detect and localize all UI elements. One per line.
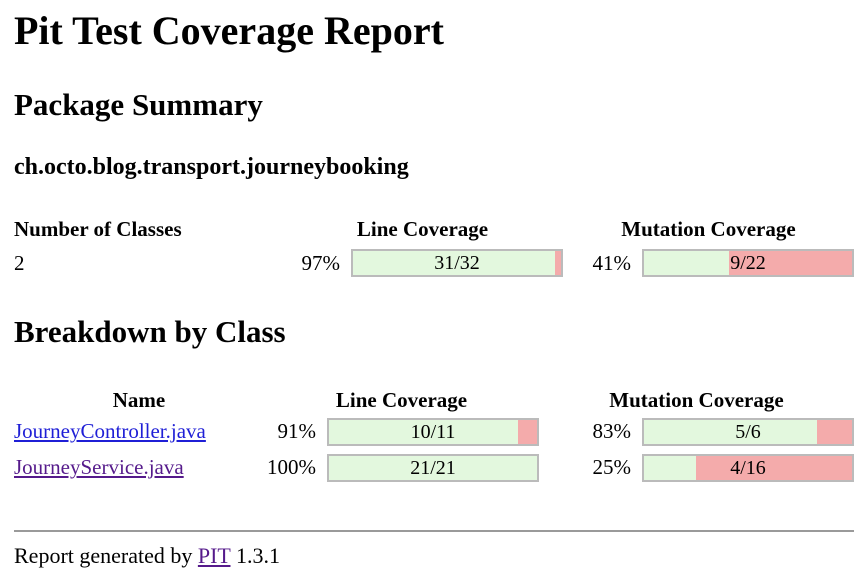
footer-version: 1.3.1	[230, 542, 280, 568]
mutation-coverage-percent: 83%	[592, 419, 632, 444]
line-coverage-bar-fill	[329, 419, 519, 444]
line-coverage-bar-label: 10/11	[410, 420, 456, 443]
line-coverage-bar-fill	[353, 251, 555, 276]
line-coverage-percent: 97%	[301, 250, 341, 275]
summary-mutation-coverage-cell: 41% 9/22	[563, 245, 854, 281]
mutation-coverage-bar-label: 9/22	[730, 252, 766, 275]
line-coverage-bar: 31/32	[351, 249, 563, 278]
mutation-coverage-cell: 83% 5/6	[539, 414, 854, 450]
line-coverage-bar-label: 31/32	[434, 252, 480, 275]
class-name-cell: JourneyController.java	[14, 414, 264, 450]
mutation-coverage-cell: 25% 4/16	[539, 450, 854, 486]
mutation-coverage-bar-fill	[644, 419, 818, 444]
class-name-cell: JourneyService.java	[14, 450, 264, 486]
breakdown-heading: Breakdown by Class	[14, 314, 286, 350]
mutation-coverage-percent: 25%	[592, 455, 632, 480]
mutation-coverage-bar-label: 5/6	[735, 420, 761, 443]
mutation-coverage-bar-label: 4/16	[730, 456, 766, 479]
summary-data-row: 2 97% 31/32 41% 9/22	[14, 245, 854, 281]
mutation-coverage-bar: 5/6	[642, 417, 854, 446]
footer-divider	[14, 529, 854, 532]
summary-header-row: Number of Classes Line Coverage Mutation…	[14, 217, 854, 245]
footer-text: Report generated by PIT 1.3.1	[14, 543, 854, 569]
table-row: JourneyController.java 91% 10/11 83% 5/6	[14, 414, 854, 450]
mutation-coverage-bar: 9/22	[642, 249, 854, 278]
breakdown-table: Name Line Coverage Mutation Coverage Jou…	[14, 388, 854, 486]
pit-link[interactable]: PIT	[197, 542, 231, 568]
header-line-coverage: Line Coverage	[356, 217, 489, 242]
line-coverage-cell: 91% 10/11	[264, 414, 539, 450]
mutation-coverage-bar-fill	[644, 251, 730, 276]
number-of-classes-value: 2	[14, 250, 25, 275]
page-title: Pit Test Coverage Report	[14, 8, 444, 53]
header-line-coverage: Line Coverage	[335, 387, 468, 412]
class-link-journeycontroller[interactable]: JourneyController.java	[14, 419, 206, 444]
line-coverage-percent: 91%	[277, 419, 317, 444]
line-coverage-bar-label: 21/21	[410, 456, 456, 479]
package-summary-table: Number of Classes Line Coverage Mutation…	[14, 217, 854, 281]
header-mutation-coverage: Mutation Coverage	[609, 387, 784, 412]
mutation-coverage-bar: 4/16	[642, 453, 854, 482]
footer-prefix: Report generated by	[14, 542, 198, 568]
line-coverage-percent: 100%	[267, 455, 316, 480]
header-name: Name	[112, 387, 166, 412]
header-mutation-coverage: Mutation Coverage	[621, 217, 796, 242]
mutation-coverage-bar-fill	[644, 455, 696, 480]
summary-line-coverage-cell: 97% 31/32	[282, 245, 563, 281]
package-summary-heading: Package Summary	[14, 87, 263, 122]
line-coverage-bar: 21/21	[327, 453, 539, 482]
class-link-journeyservice[interactable]: JourneyService.java	[14, 455, 184, 480]
breakdown-header-row: Name Line Coverage Mutation Coverage	[14, 388, 854, 414]
line-coverage-bar-fill	[329, 455, 537, 480]
line-coverage-cell: 100% 21/21	[264, 450, 539, 486]
mutation-coverage-percent: 41%	[592, 250, 632, 275]
header-number-of-classes: Number of Classes	[14, 217, 182, 242]
table-row: JourneyService.java 100% 21/21 25% 4/16	[14, 450, 854, 486]
package-name: ch.octo.blog.transport.journeybooking	[14, 153, 409, 180]
line-coverage-bar: 10/11	[327, 417, 539, 446]
